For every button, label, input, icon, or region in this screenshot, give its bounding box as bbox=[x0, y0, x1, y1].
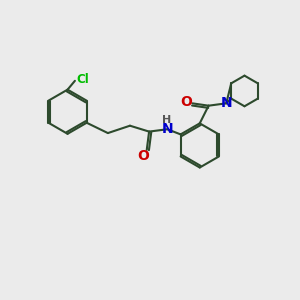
Text: H: H bbox=[162, 115, 171, 125]
Text: N: N bbox=[221, 96, 232, 110]
Text: Cl: Cl bbox=[77, 73, 89, 86]
Text: N: N bbox=[162, 122, 173, 136]
Text: O: O bbox=[180, 95, 192, 109]
Text: O: O bbox=[137, 149, 149, 163]
